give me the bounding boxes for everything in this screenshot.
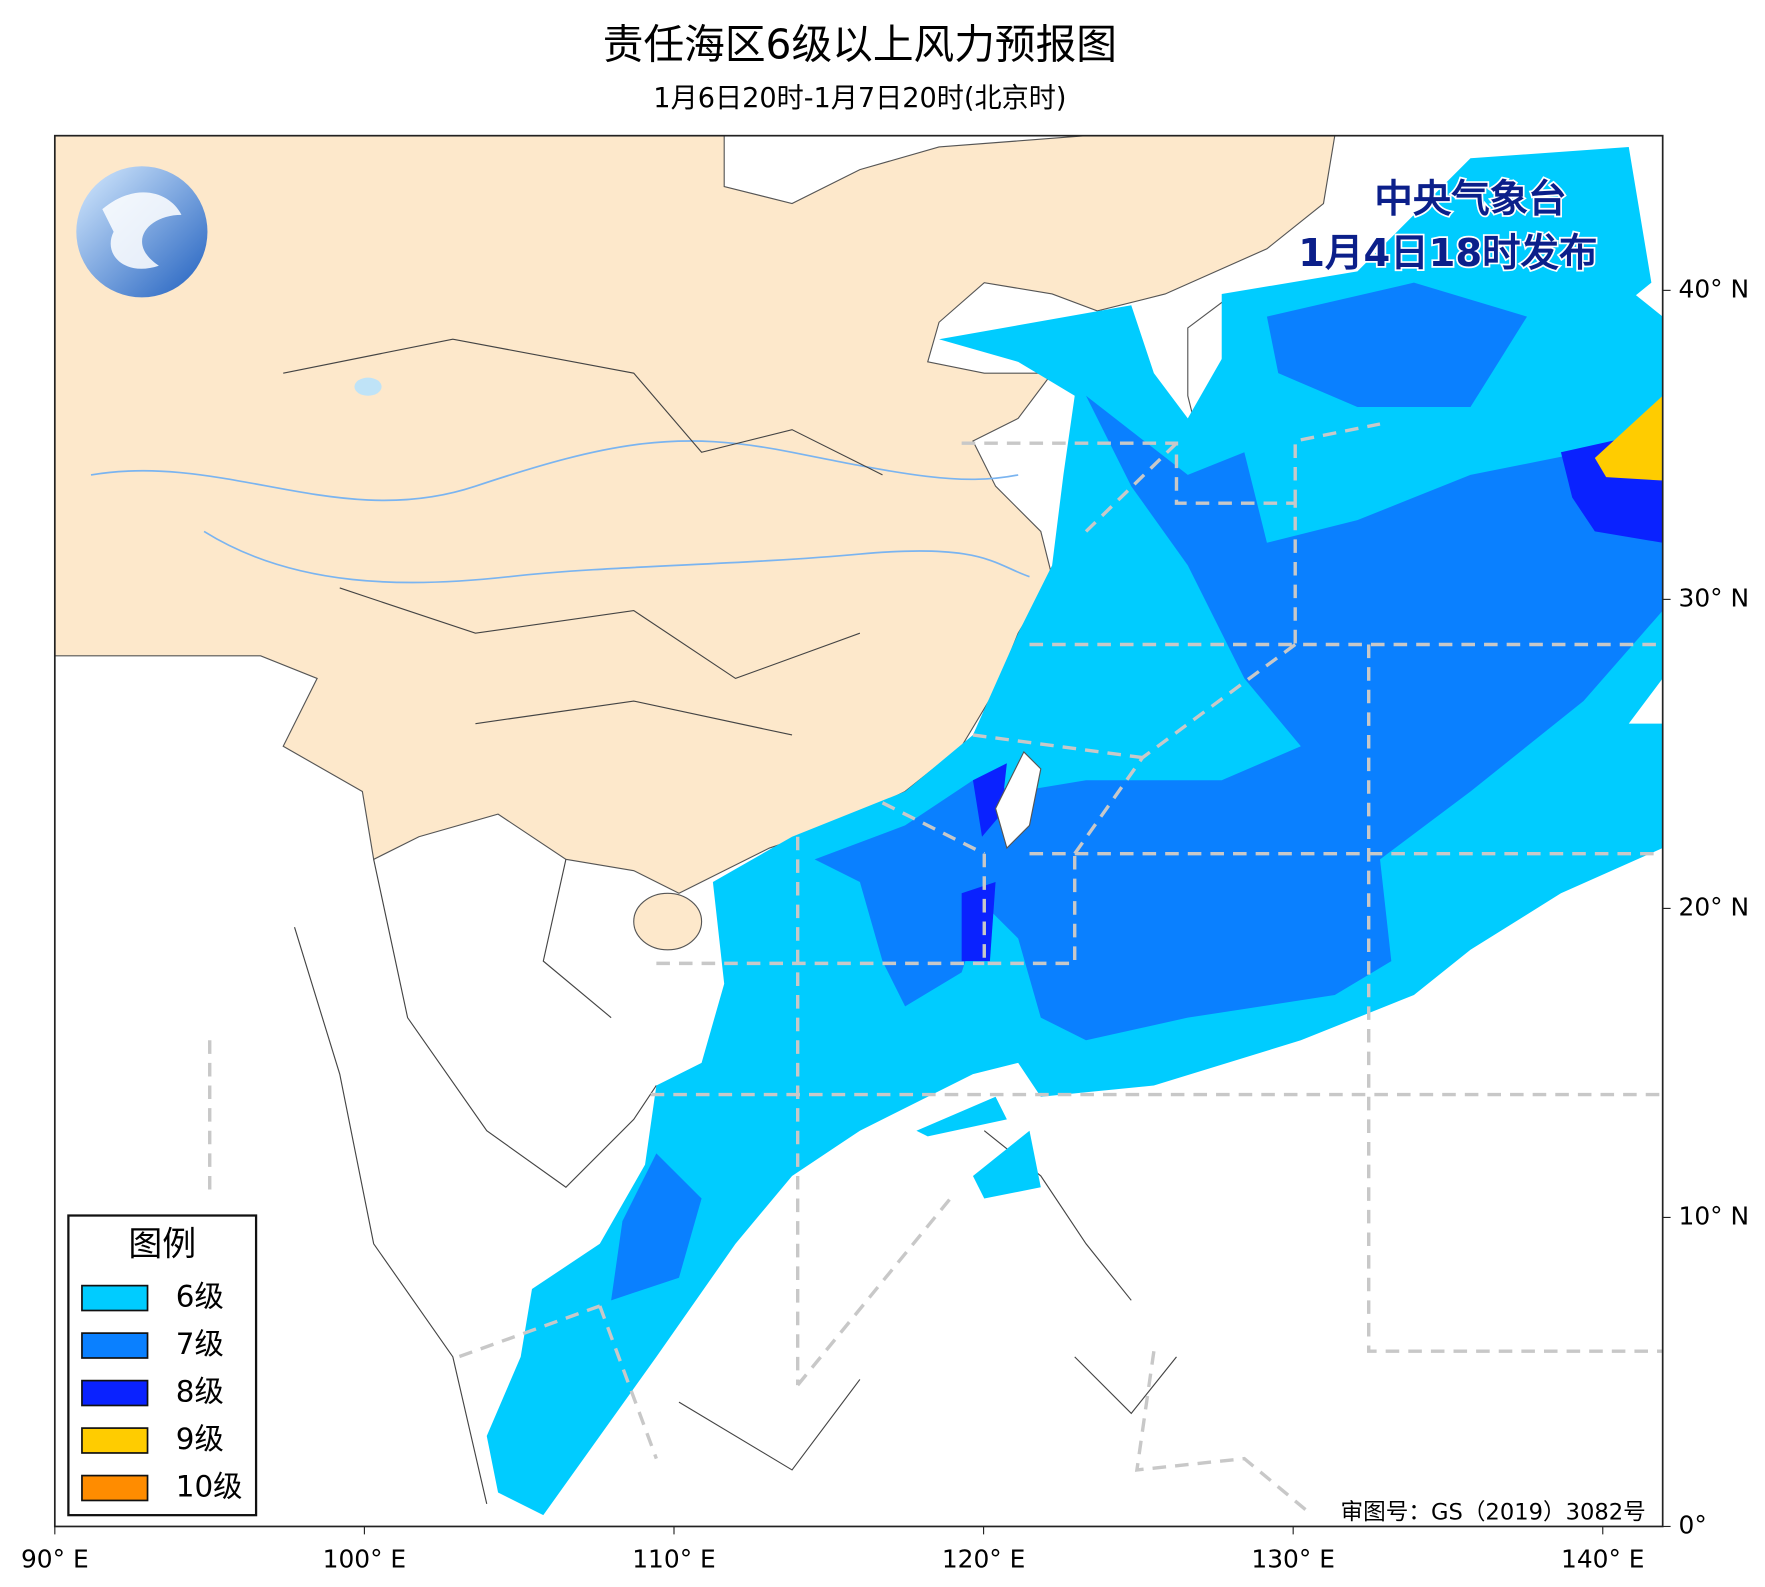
river — [203, 530, 1030, 584]
issuer-name: 中央气象台 — [1374, 177, 1566, 222]
legend-swatch — [81, 1379, 149, 1407]
legend-label: 9级 — [176, 1422, 224, 1456]
legend-swatch — [81, 1474, 149, 1502]
x-tick-label: 100° E — [323, 1544, 407, 1573]
wind-area-7 — [814, 395, 1663, 1041]
wind-area-9 — [1594, 395, 1663, 481]
axis-ticks: 90° E 100° E 110° E 120° E 130° E 140° E 0° 10°… — [21, 274, 1749, 1573]
x-tick-label: 90° E — [21, 1544, 89, 1573]
wind-area-6 — [972, 1130, 1041, 1199]
wind-area-6 — [916, 1096, 1007, 1137]
river — [90, 440, 1019, 502]
x-tick-label: 120° E — [942, 1544, 1025, 1573]
legend-title: 图例 — [128, 1225, 196, 1264]
legend-swatch — [81, 1427, 149, 1454]
x-tick-label: 140° E — [1561, 1544, 1645, 1573]
province-borders — [283, 338, 883, 736]
legend-label: 6级 — [176, 1280, 224, 1314]
taiwan-top — [994, 750, 1042, 850]
approval-number: 审图号：GS（2019）3082号 — [1341, 1499, 1646, 1525]
legend-box — [67, 1214, 258, 1517]
y-tick-label: 10° N — [1679, 1201, 1750, 1230]
logo — [76, 166, 208, 298]
wind-area-7 — [1266, 282, 1528, 408]
legend-label: 10级 — [176, 1470, 243, 1504]
hainan — [633, 892, 703, 951]
y-tick-label: 40° N — [1679, 274, 1750, 303]
title: 责任海区6级以上风力预报图 — [603, 20, 1117, 68]
wind-area-8 — [961, 881, 996, 962]
issue-time: 1月4日18时发布 — [1298, 231, 1597, 276]
legend-label: 7级 — [176, 1327, 224, 1361]
legend-swatch — [81, 1332, 149, 1359]
legend: 图例 6级 7级 8级 9级 10级 — [67, 1214, 258, 1517]
lake — [354, 377, 382, 396]
map: 中央气象台 1月4日18时发布 审图号：GS（2019）3082号 — [53, 134, 1664, 1528]
sea-area-boundaries — [208, 422, 1663, 1517]
subtitle: 1月6日20时-1月7日20时(北京时) — [653, 83, 1066, 114]
legend-swatch — [81, 1284, 149, 1312]
y-tick-label: 0° — [1679, 1510, 1707, 1539]
x-tick-label: 130° E — [1251, 1544, 1335, 1573]
map-frame — [53, 134, 1664, 1528]
wind-area-7 — [611, 1153, 702, 1301]
legend-label: 8级 — [176, 1375, 224, 1409]
y-tick-label: 20° N — [1679, 892, 1750, 921]
wind-area-8 — [972, 763, 1007, 837]
x-tick-label: 110° E — [632, 1544, 716, 1573]
y-tick-label: 30° N — [1679, 583, 1750, 612]
country-borders — [293, 859, 1177, 1504]
